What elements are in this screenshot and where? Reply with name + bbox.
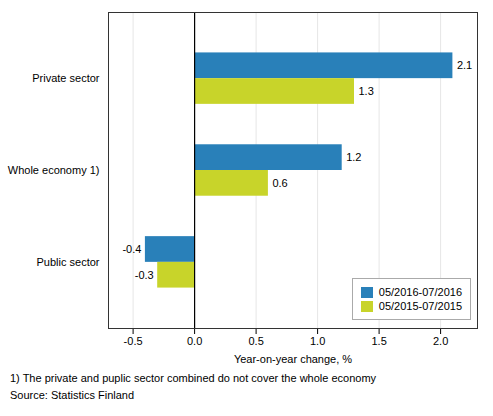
- svg-text:-0.4: -0.4: [122, 243, 141, 255]
- html-text:05/2015-07/2015: 05/2015-07/2015: [378, 300, 462, 312]
- svg-text:2.0: 2.0: [433, 335, 448, 347]
- svg-text:-0.5: -0.5: [124, 335, 143, 347]
- svg-text:-0.3: -0.3: [135, 269, 154, 281]
- html-text:1) The private and puplic sect: 1) The private and puplic sector combine…: [10, 372, 377, 384]
- svg-text:Private sector: Private sector: [32, 72, 100, 84]
- svg-text:Public sector: Public sector: [37, 256, 100, 268]
- html-text:Source: Statistics Finland: Source: Statistics Finland: [10, 389, 135, 401]
- svg-text:Whole economy 1): Whole economy 1): [8, 164, 100, 176]
- svg-text:1.3: 1.3: [359, 85, 374, 97]
- svg-text:0.0: 0.0: [187, 335, 202, 347]
- svg-text:0.5: 0.5: [248, 335, 263, 347]
- svg-text:1.0: 1.0: [310, 335, 325, 347]
- svg-text:1.5: 1.5: [371, 335, 386, 347]
- svg-text:2.1: 2.1: [457, 59, 472, 71]
- svg-text:Year-on-year change, %: Year-on-year change, %: [234, 353, 352, 365]
- svg-text:1.2: 1.2: [346, 151, 361, 163]
- svg-text:0.6: 0.6: [272, 177, 287, 189]
- html-text:05/2016-07/2016: 05/2016-07/2016: [378, 286, 462, 298]
